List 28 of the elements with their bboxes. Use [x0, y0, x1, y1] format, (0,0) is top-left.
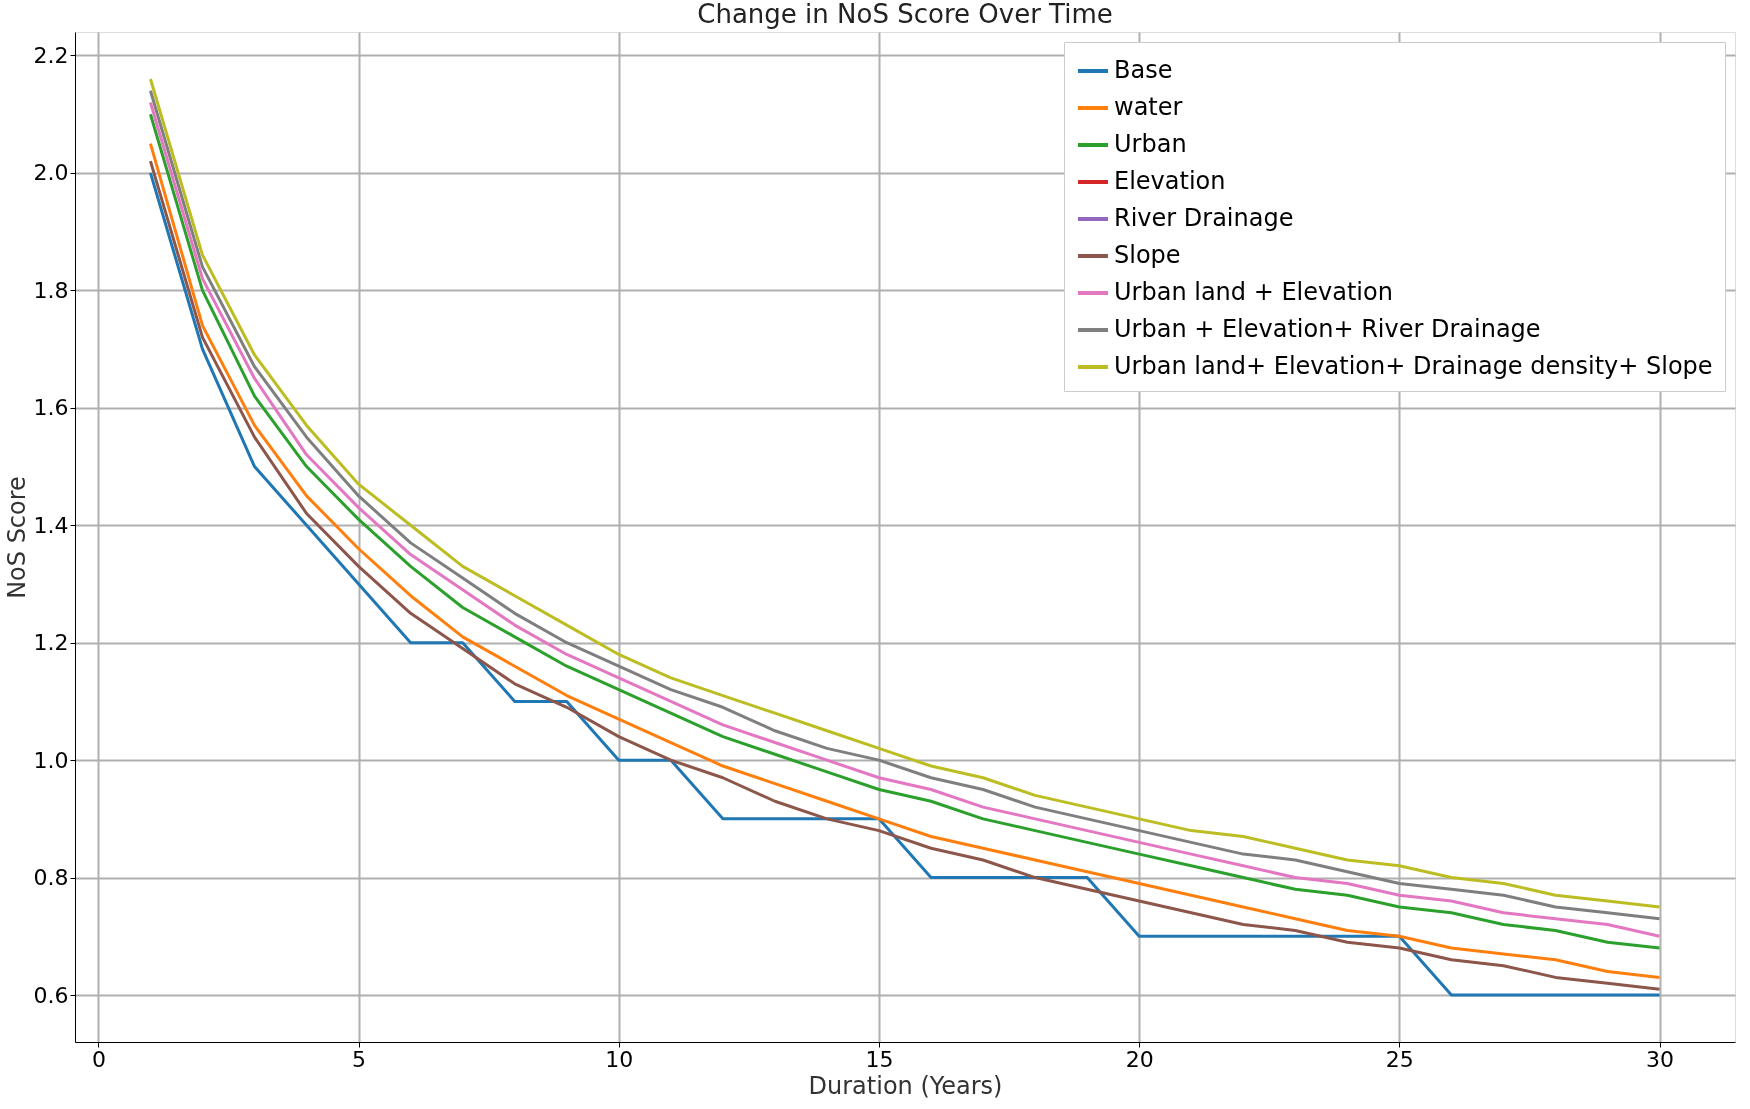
y-tick-label: 0.8 — [33, 865, 69, 891]
legend-label: Urban + Elevation+ River Drainage — [1114, 315, 1541, 343]
x-tick-label: 25 — [1385, 1046, 1414, 1072]
legend-label: Base — [1114, 56, 1173, 84]
chart-title: Change in NoS Score Over Time — [697, 0, 1113, 29]
legend-label: Urban land+ Elevation+ Drainage density+ Slope — [1114, 352, 1713, 380]
x-tick-label: 15 — [865, 1046, 894, 1072]
legend-label: River Drainage — [1114, 204, 1294, 232]
y-tick-label: 1.0 — [33, 747, 69, 773]
y-axis-title: NoS Score — [2, 476, 31, 599]
y-tick-label: 1.6 — [33, 395, 69, 421]
y-tick-label: 0.6 — [33, 982, 69, 1008]
legend-label: Slope — [1114, 241, 1181, 269]
x-tick-label: 30 — [1646, 1046, 1675, 1072]
y-tick-label: 2.2 — [33, 42, 69, 68]
x-tick-label: 5 — [352, 1046, 367, 1072]
x-tick-label: 10 — [605, 1046, 634, 1072]
legend-label: Urban — [1114, 130, 1187, 158]
y-tick-label: 1.8 — [33, 277, 69, 303]
legend-label: Elevation — [1114, 167, 1226, 195]
x-tick-label: 0 — [91, 1046, 106, 1072]
legend-label: water — [1114, 93, 1183, 121]
y-tick-label: 2.0 — [33, 160, 69, 186]
y-tick-label: 1.2 — [33, 630, 69, 656]
y-tick-label: 1.4 — [33, 512, 69, 538]
x-tick-label: 20 — [1125, 1046, 1154, 1072]
legend-label: Urban land + Elevation — [1114, 278, 1393, 306]
x-axis-title: Duration (Years) — [808, 1071, 1003, 1100]
